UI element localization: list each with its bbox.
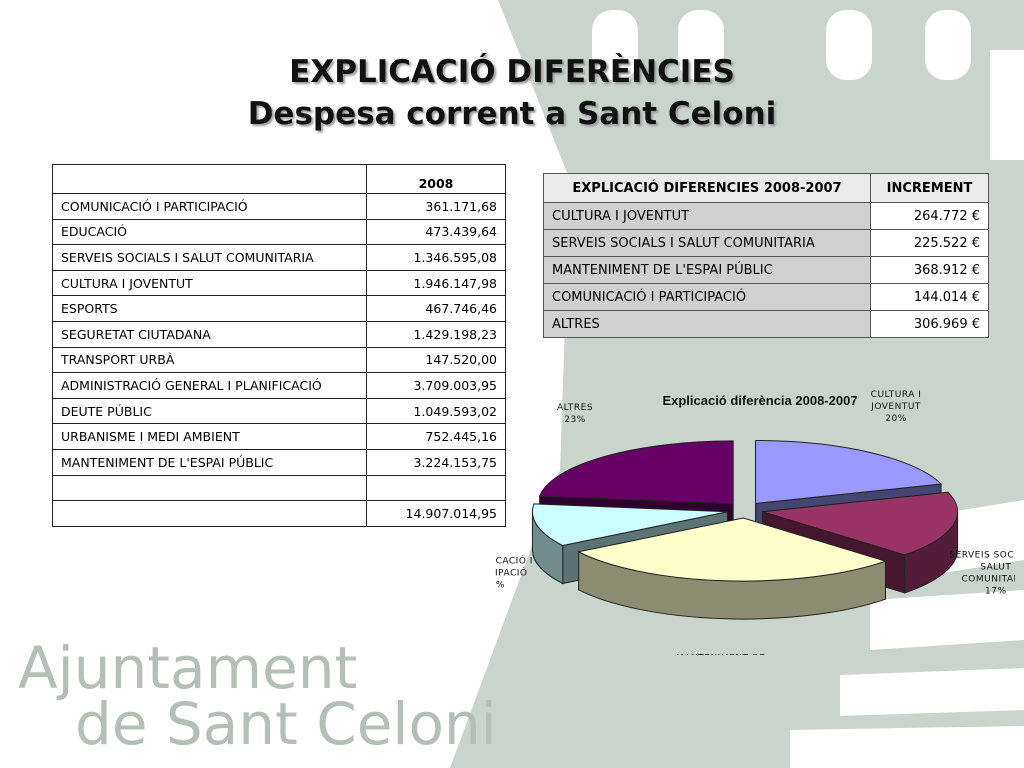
row-value: 264.772 € [870,202,989,230]
row-value: 467.746,46 [366,295,506,322]
pie-slice [538,440,734,505]
row-value: 306.969 € [870,310,989,338]
table-row: SERVEIS SOCIALS I SALUT COMUNITARIA 1.346… [52,244,506,271]
row-value: 473.439,64 [366,218,506,246]
row-value: 1.346.595,08 [366,244,506,271]
row-label: SERVEIS SOCIALS I SALUT COMUNITARIA [52,244,367,271]
row-label: ADMINISTRACIÓ GENERAL I PLANIFICACIÓ [52,372,367,399]
row-label: CULTURA I JOVENTUT [543,202,871,230]
table-row: MANTENIMENT DE L'ESPAI PÚBLIC 3.224.153,7… [52,448,506,476]
row-value: 147.520,00 [366,346,506,374]
row-label: SERVEIS SOCIALS I SALUT COMUNITARIA [543,229,871,257]
row-value: 144.014 € [870,283,989,311]
table-header-row: 2008 [52,164,506,194]
ajuntament-logo: Ajuntament de Sant Celoni [18,634,497,758]
pie-slice [577,517,888,582]
pie-slice-label: 11% [495,580,505,590]
table-row: URBANISME I MEDI AMBIENT 752.445,16 [52,423,506,450]
table-header-empty-cell [52,164,367,194]
logo-line-1: Ajuntament [18,634,358,702]
row-value: 1.946.147,98 [366,269,506,297]
table-row: TRANSPORT URBÀ 147.520,00 [52,346,506,374]
table-header-year: 2008 [366,164,506,194]
differences-header-value: INCREMENT [870,173,989,203]
pie-slice-label: MANTENIMENT DE [676,653,765,655]
row-value: 1.049.593,02 [366,397,506,425]
row-label: ESPORTS [52,295,367,322]
differences-header-label: EXPLICACIÓ DIFERENCIES 2008-2007 [543,173,871,203]
row-label: EDUCACIÓ [52,218,367,246]
pie-slice-label: COMUNITARIA [961,574,1015,584]
differences-table: EXPLICACIÓ DIFERENCIES 2008-2007 INCREME… [543,173,989,338]
table-row: COMUNICACIÓ I PARTICIPACIÓ 144.014 € [543,283,989,311]
page-title-line-2: Despesa corrent a Sant Celoni [247,96,777,132]
pie-slice-label: ALTRES [557,403,593,413]
row-label: COMUNICACIÓ I PARTICIPACIÓ [543,283,871,311]
row-label: CULTURA I JOVENTUT [52,269,367,297]
page-title-line-1: EXPLICACIÓ DIFERÈNCIES [289,54,735,90]
chart-title: Explicació diferència 2008-2007 [662,393,857,408]
pie-slice [531,503,728,547]
row-value: 368.912 € [870,256,989,284]
row-label: ALTRES [543,310,871,338]
table-row: ALTRES 306.969 € [543,310,989,338]
row-label: URBANISME I MEDI AMBIENT [52,423,367,450]
logo-line-2: de Sant Celoni [75,690,497,758]
table-row: MANTENIMENT DE L'ESPAI PÚBLIC 368.912 € [543,256,989,284]
table-row: DEUTE PÚBLIC 1.049.593,02 [52,397,506,425]
blank-cell [366,474,506,502]
pie-slices-group [531,439,959,620]
pie-slice-label: SALUT [980,562,1011,572]
pie-slice-label: 23% [564,415,586,425]
total-label-empty-cell [52,500,367,527]
row-label: COMUNICACIÓ I PARTICIPACIÓ [52,193,367,220]
row-value: 1.429.198,23 [366,320,506,348]
table-row: ADMINISTRACIÓ GENERAL I PLANIFICACIÓ 3.70… [52,372,506,399]
pie-slice-label: CULTURA I [871,390,922,400]
table-row: CULTURA I JOVENTUT 1.946.147,98 [52,269,506,297]
row-value: 361.171,68 [366,193,506,220]
pie-labels-group: CULTURA I JOVENTUT 20% SERVEIS SOCIALS I SAL… [495,390,1015,655]
table-row: ESPORTS 467.746,46 [52,295,506,322]
difference-pie-chart: Explicació diferència 2008-2007 CULTURA … [495,390,1015,655]
pie-slice [762,491,959,556]
total-value: 14.907.014,95 [366,500,506,527]
pie-slice-label: SERVEIS SOCIALS I [949,550,1015,560]
row-label: MANTENIMENT DE L'ESPAI PÚBLIC [52,448,367,476]
row-label: MANTENIMENT DE L'ESPAI PÚBLIC [543,256,871,284]
differences-header-row: EXPLICACIÓ DIFERENCIES 2008-2007 INCREME… [543,173,989,203]
table-row: SEGURETAT CIUTADANA 1.429.198,23 [52,320,506,348]
pie-slice-label: COMUNICACIÓ I [495,554,533,566]
table-row: CULTURA I JOVENTUT 264.772 € [543,202,989,230]
row-value: 3.709.003,95 [366,372,506,399]
row-label: DEUTE PÚBLIC [52,397,367,425]
pie-slice-label: 20% [885,414,907,424]
table-row: EDUCACIÓ 473.439,64 [52,218,506,246]
table-total-row: 14.907.014,95 [52,500,506,527]
row-label: TRANSPORT URBÀ [52,346,367,374]
pie-slice [755,439,943,505]
row-value: 752.445,16 [366,423,506,450]
row-value: 225.522 € [870,229,989,257]
budget-table: 2008 COMUNICACIÓ I PARTICIPACIÓ 361.171,6… [52,164,506,527]
row-value: 3.224.153,75 [366,448,506,476]
row-label: SEGURETAT CIUTADANA [52,320,367,348]
table-row: SERVEIS SOCIALS I SALUT COMUNITARIA 225.5… [543,229,989,257]
pie-slice-label: PARTICIPACIÓ [495,566,527,578]
pie-slice-label: JOVENTUT [870,402,921,412]
table-blank-row [52,474,506,502]
table-row: COMUNICACIÓ I PARTICIPACIÓ 361.171,68 [52,193,506,220]
pie-slice-label: 17% [985,586,1007,596]
blank-cell [52,474,367,502]
